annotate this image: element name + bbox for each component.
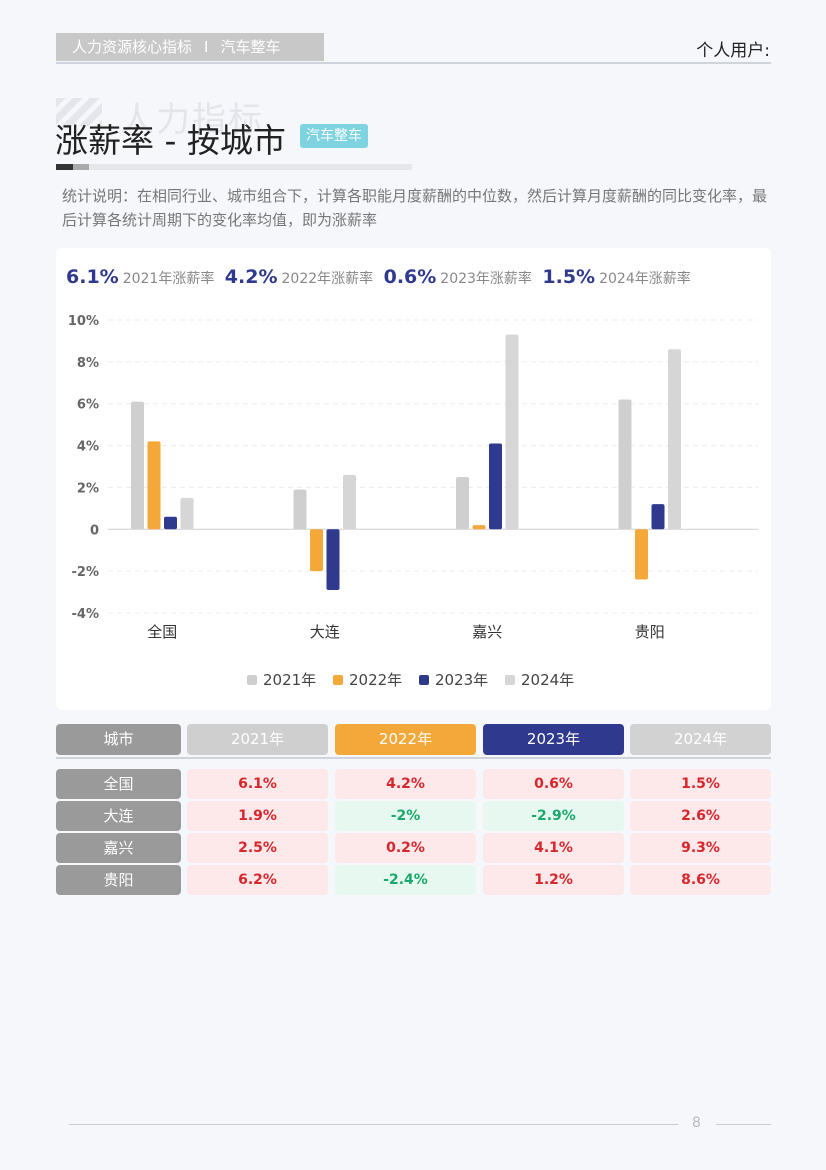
legend-label: 2021年: [263, 671, 316, 689]
summary-value: 1.5%: [542, 266, 596, 288]
value-cell: -2%: [335, 801, 476, 831]
value-cell: 2.6%: [630, 801, 771, 831]
summary-value: 4.2%: [224, 266, 278, 288]
value-cell: 0.2%: [335, 833, 476, 863]
legend-swatch: [333, 675, 343, 685]
table-divider: [56, 757, 771, 759]
header-category: 汽车整车: [220, 38, 281, 56]
bar-2022年-全国: [147, 441, 161, 530]
title-underline: [56, 164, 412, 170]
bar-2023年-全国: [164, 516, 177, 530]
summary-item: 4.2% 2022年涨薪率: [225, 266, 373, 288]
footer-rule: [69, 1124, 678, 1125]
y-tick-label: -2%: [72, 565, 99, 580]
value-cell: 8.6%: [630, 865, 771, 895]
title-badge: 汽车整车: [300, 124, 368, 148]
bar-2024年-大连: [343, 474, 356, 530]
footer-rule: [716, 1124, 771, 1125]
page-number: 8: [692, 1115, 701, 1131]
title-underline-accent-light: [73, 164, 89, 170]
y-tick-label: 6%: [77, 398, 99, 413]
summary-item: 0.6% 2023年涨薪率: [384, 266, 532, 288]
table-header-row: 城市 2021年 2022年 2023年 2024年: [56, 724, 771, 755]
legend-label: 2024年: [521, 671, 574, 689]
summary-value: 6.1%: [66, 266, 119, 288]
y-tick-label: 2%: [77, 481, 99, 496]
summary-label: 2023年涨薪率: [440, 271, 532, 287]
legend-swatch: [419, 675, 429, 685]
page-title: 涨薪率 - 按城市: [55, 121, 286, 160]
y-tick-label: 0: [90, 523, 99, 538]
summary-label: 2021年涨薪率: [122, 271, 215, 287]
value-cell: 6.1%: [187, 769, 328, 799]
title-underline-accent-dark: [56, 164, 73, 170]
chart-card: 6.1% 2021年涨薪率 4.2% 2022年涨薪率 0.6% 2023年涨薪率 1…: [56, 248, 771, 710]
bar-2021年-大连: [293, 489, 307, 530]
summary-item: 6.1% 2021年涨薪率: [66, 266, 214, 288]
value-cell: 0.6%: [483, 769, 624, 799]
summary-bar: 6.1% 2021年涨薪率 4.2% 2022年涨薪率 0.6% 2023年涨薪率 1…: [66, 266, 697, 288]
city-cell: 大连: [56, 801, 181, 831]
table-row: 全国 6.1% 4.2% 0.6% 1.5%: [56, 769, 771, 799]
watermark: 人力指标: [120, 100, 264, 140]
header-tag: 人力资源核心指标 I 汽车整车: [56, 33, 324, 61]
value-cell: 4.1%: [483, 833, 624, 863]
summary-item: 1.5% 2024年涨薪率: [542, 266, 690, 288]
table-header-2022: 2022年: [335, 724, 476, 755]
table-row: 贵阳 6.2% -2.4% 1.2% 8.6%: [56, 865, 771, 895]
value-cell: 6.2%: [187, 865, 328, 895]
watermark-stripes: [56, 98, 102, 126]
bar-2024年-全国: [180, 497, 194, 530]
legend-swatch: [505, 675, 515, 685]
table-header-city: 城市: [56, 724, 181, 755]
table-header-2023: 2023年: [483, 724, 624, 755]
header-rule: [56, 62, 771, 64]
bar-2023年-贵阳: [651, 504, 665, 530]
value-cell: 1.9%: [187, 801, 328, 831]
bar-2022年-嘉兴: [472, 525, 486, 530]
value-cell: 1.5%: [630, 769, 771, 799]
value-cell: 1.2%: [483, 865, 624, 895]
bar-2024年-贵阳: [668, 349, 681, 530]
bar-2021年-贵阳: [618, 399, 632, 530]
bar-2022年-贵阳: [635, 529, 648, 580]
legend-label: 2022年: [349, 671, 402, 689]
description: 统计说明：在相同行业、城市组合下，计算各职能月度薪酬的中位数，然后计算月度薪酬的…: [62, 187, 768, 229]
header-separator: I: [204, 38, 209, 56]
bar-2021年-全国: [131, 401, 144, 530]
city-cell: 贵阳: [56, 865, 181, 895]
value-cell: 4.2%: [335, 769, 476, 799]
value-cell: 9.3%: [630, 833, 771, 863]
city-cell: 全国: [56, 769, 181, 799]
value-cell: -2.4%: [335, 865, 476, 895]
y-tick-label: -4%: [72, 607, 99, 622]
y-tick-label: 8%: [77, 356, 99, 371]
summary-value: 0.6%: [383, 266, 437, 288]
bar-2024年-嘉兴: [505, 334, 519, 530]
value-cell: 2.5%: [187, 833, 328, 863]
x-tick-label: 嘉兴: [472, 623, 502, 641]
table-row: 嘉兴 2.5% 0.2% 4.1% 9.3%: [56, 833, 771, 863]
summary-label: 2024年涨薪率: [599, 271, 691, 287]
x-tick-label: 大连: [310, 623, 340, 641]
y-tick-label: 4%: [77, 440, 99, 455]
header-section: 人力资源核心指标: [72, 38, 193, 56]
x-tick-label: 贵阳: [635, 623, 665, 641]
city-cell: 嘉兴: [56, 833, 181, 863]
legend-swatch: [247, 675, 257, 685]
table-header-2024: 2024年: [630, 724, 771, 755]
bar-2022年-大连: [310, 529, 323, 572]
table-header-2021: 2021年: [187, 724, 328, 755]
user-label: 个人用户:: [696, 41, 770, 61]
bar-2021年-嘉兴: [456, 476, 469, 530]
x-tick-label: 全国: [147, 623, 177, 641]
y-tick-label: 10%: [68, 314, 99, 329]
legend-label: 2023年: [435, 671, 488, 689]
bar-chart: 10% 8% 6% 4% 2% 0 -2% -4% 全国 大连 嘉兴 贵阳 2021年 2022年 2023…: [68, 314, 758, 689]
value-cell: -2.9%: [483, 801, 624, 831]
summary-label: 2022年涨薪率: [281, 271, 374, 287]
bar-2023年-大连: [326, 529, 340, 590]
bar-2023年-嘉兴: [489, 443, 502, 530]
table-row: 大连 1.9% -2% -2.9% 2.6%: [56, 801, 771, 831]
